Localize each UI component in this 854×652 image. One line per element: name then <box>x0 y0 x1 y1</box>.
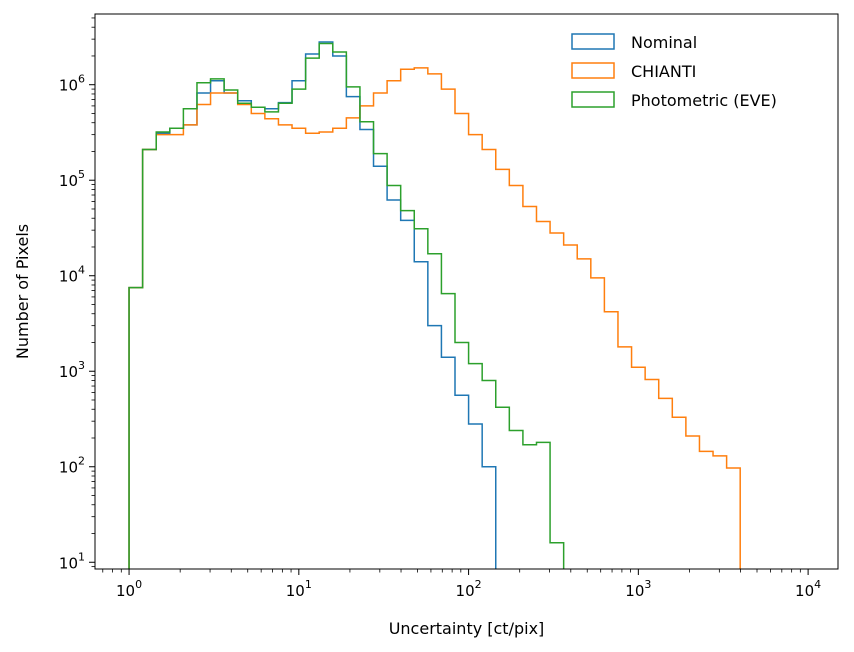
x-axis-label: Uncertainty [ct/pix] <box>389 619 545 638</box>
legend-swatch-2 <box>571 91 615 108</box>
series-line-2 <box>128 42 565 569</box>
y-tick-label: 105 <box>59 168 85 190</box>
y-axis-label: Number of Pixels <box>13 224 32 359</box>
y-tick-label: 101 <box>59 550 85 572</box>
x-tick-label: 101 <box>286 578 312 600</box>
y-axis-ticks: 101 102 103 104 105 106 <box>59 17 95 572</box>
x-tick-label: 102 <box>456 578 482 600</box>
y-tick-label: 104 <box>59 264 85 286</box>
y-tick-label: 106 <box>59 73 85 95</box>
plot-frame <box>94 13 839 570</box>
x-tick-label: 104 <box>795 578 821 600</box>
legend-label-2: Photometric (EVE) <box>631 91 777 110</box>
x-axis-ticks: 100 101 102 103 104 <box>102 569 821 600</box>
series-line-1 <box>128 67 741 569</box>
series-layer <box>128 41 741 569</box>
legend-swatch-0 <box>571 33 615 50</box>
legend-swatch-1 <box>571 62 615 79</box>
legend: Nominal CHIANTI Photometric (EVE) <box>571 33 777 110</box>
x-tick-label: 100 <box>116 578 142 600</box>
legend-label-0: Nominal <box>631 33 697 52</box>
y-tick-label: 102 <box>59 455 85 477</box>
x-tick-label: 103 <box>625 578 651 600</box>
legend-label-1: CHIANTI <box>631 62 696 81</box>
y-tick-label: 103 <box>59 359 85 381</box>
